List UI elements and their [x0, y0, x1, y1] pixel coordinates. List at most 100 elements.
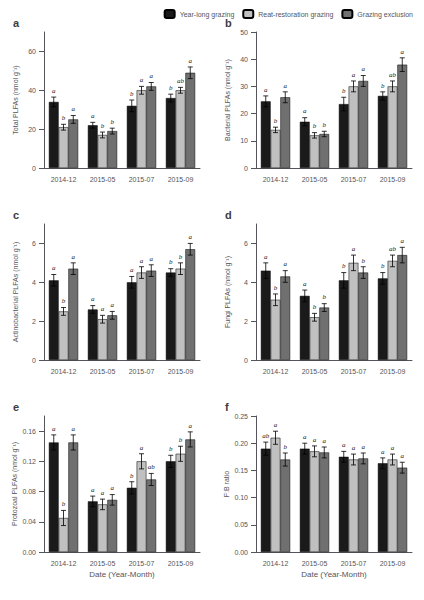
svg-text:2014-12: 2014-12	[263, 560, 289, 567]
svg-text:a: a	[352, 71, 356, 79]
svg-text:a: a	[303, 107, 307, 115]
svg-text:a: a	[274, 421, 278, 429]
svg-text:b: b	[169, 84, 173, 92]
svg-text:a: a	[189, 57, 193, 65]
svg-text:ab: ab	[389, 71, 397, 79]
svg-text:0: 0	[244, 357, 248, 364]
svg-text:b: b	[313, 122, 317, 130]
svg-text:60: 60	[28, 48, 36, 55]
svg-text:2015-07: 2015-07	[341, 368, 367, 375]
svg-text:0.25: 0.25	[234, 413, 248, 420]
svg-text:a: a	[189, 422, 193, 430]
svg-text:2015-05: 2015-05	[90, 560, 116, 567]
svg-text:a: a	[52, 264, 56, 272]
svg-text:Actinobacterial PLFAs (nmol g⁻: Actinobacterial PLFAs (nmol g⁻¹)	[12, 242, 20, 342]
svg-text:0.04: 0.04	[22, 518, 36, 525]
svg-text:b: b	[381, 82, 385, 90]
svg-text:2015-07: 2015-07	[129, 560, 155, 567]
svg-text:a: a	[52, 87, 56, 95]
svg-text:b: b	[342, 87, 346, 95]
svg-text:ab: ab	[262, 432, 270, 440]
svg-text:2015-05: 2015-05	[302, 560, 328, 567]
svg-text:0: 0	[32, 165, 36, 172]
svg-text:4: 4	[244, 279, 248, 286]
svg-text:b: b	[313, 303, 317, 311]
svg-text:0.05: 0.05	[234, 521, 248, 528]
svg-text:Grazing exclusion: Grazing exclusion	[357, 11, 413, 19]
svg-text:ab: ab	[389, 245, 397, 253]
svg-text:ab: ab	[177, 77, 185, 85]
svg-text:a: a	[101, 489, 105, 497]
svg-text:2015-09: 2015-09	[168, 176, 194, 183]
svg-text:2015-09: 2015-09	[380, 368, 406, 375]
svg-text:2015-07: 2015-07	[129, 368, 155, 375]
svg-text:b: b	[362, 257, 366, 265]
svg-text:b: b	[274, 117, 278, 125]
svg-text:ab: ab	[148, 463, 156, 471]
svg-text:0.00: 0.00	[22, 549, 36, 556]
svg-text:a: a	[91, 112, 95, 120]
svg-text:2015-05: 2015-05	[302, 176, 328, 183]
svg-text:a: a	[401, 237, 405, 245]
svg-text:b: b	[179, 253, 183, 261]
svg-text:b: b	[130, 90, 134, 98]
svg-text:6: 6	[32, 240, 36, 247]
svg-text:30: 30	[240, 83, 248, 90]
svg-text:b: b	[62, 297, 66, 305]
svg-text:a: a	[91, 486, 95, 494]
svg-text:a: a	[264, 86, 268, 94]
svg-text:a: a	[111, 301, 115, 309]
svg-text:b: b	[169, 258, 173, 266]
svg-text:a: a	[111, 484, 115, 492]
svg-text:a: a	[150, 255, 154, 263]
svg-text:a: a	[352, 245, 356, 253]
svg-text:2015-09: 2015-09	[168, 368, 194, 375]
svg-text:20: 20	[240, 110, 248, 117]
svg-text:a: a	[264, 253, 268, 261]
svg-text:f: f	[225, 401, 229, 413]
svg-text:a: a	[313, 436, 317, 444]
svg-text:b: b	[111, 118, 115, 126]
svg-text:a: a	[362, 65, 366, 73]
svg-text:6: 6	[244, 240, 248, 247]
svg-text:Total PLFAs (nmol g⁻¹): Total PLFAs (nmol g⁻¹)	[12, 65, 20, 134]
svg-text:F:B ratio: F:B ratio	[223, 471, 230, 498]
svg-text:0.10: 0.10	[234, 494, 248, 501]
svg-text:a: a	[362, 443, 366, 451]
svg-text:b: b	[169, 445, 173, 453]
svg-text:a: a	[101, 305, 105, 313]
svg-text:0: 0	[244, 165, 248, 172]
svg-text:a: a	[189, 233, 193, 241]
svg-text:Reat-restoration grazing: Reat-restoration grazing	[258, 11, 333, 19]
svg-text:2015-09: 2015-09	[380, 176, 406, 183]
svg-text:a: a	[140, 444, 144, 452]
svg-text:b: b	[225, 17, 232, 29]
svg-text:Bacterial PLFAs (nmol g⁻¹): Bacterial PLFAs (nmol g⁻¹)	[224, 59, 232, 141]
svg-text:0.12: 0.12	[22, 458, 36, 465]
svg-text:0.15: 0.15	[234, 467, 248, 474]
svg-text:a: a	[352, 444, 356, 452]
svg-text:a: a	[303, 280, 307, 288]
svg-text:2015-07: 2015-07	[341, 560, 367, 567]
svg-text:2015-05: 2015-05	[302, 368, 328, 375]
svg-text:10: 10	[240, 137, 248, 144]
svg-text:b: b	[323, 293, 327, 301]
svg-text:a: a	[140, 257, 144, 265]
svg-text:a: a	[72, 253, 76, 261]
svg-text:a: a	[284, 82, 288, 90]
svg-text:b: b	[342, 262, 346, 270]
svg-text:0.20: 0.20	[234, 440, 248, 447]
svg-text:20: 20	[28, 126, 36, 133]
svg-text:50: 50	[240, 29, 248, 36]
svg-text:2015-07: 2015-07	[341, 176, 367, 183]
svg-text:b: b	[101, 122, 105, 130]
svg-text:b: b	[130, 472, 134, 480]
svg-text:2014-12: 2014-12	[51, 176, 77, 183]
svg-text:a: a	[72, 105, 76, 113]
svg-text:a: a	[303, 433, 307, 441]
svg-text:a: a	[130, 266, 134, 274]
svg-text:4: 4	[32, 279, 36, 286]
svg-text:2015-09: 2015-09	[168, 560, 194, 567]
svg-text:b: b	[62, 114, 66, 122]
svg-text:Date (Year-Month): Date (Year-Month)	[89, 570, 155, 579]
